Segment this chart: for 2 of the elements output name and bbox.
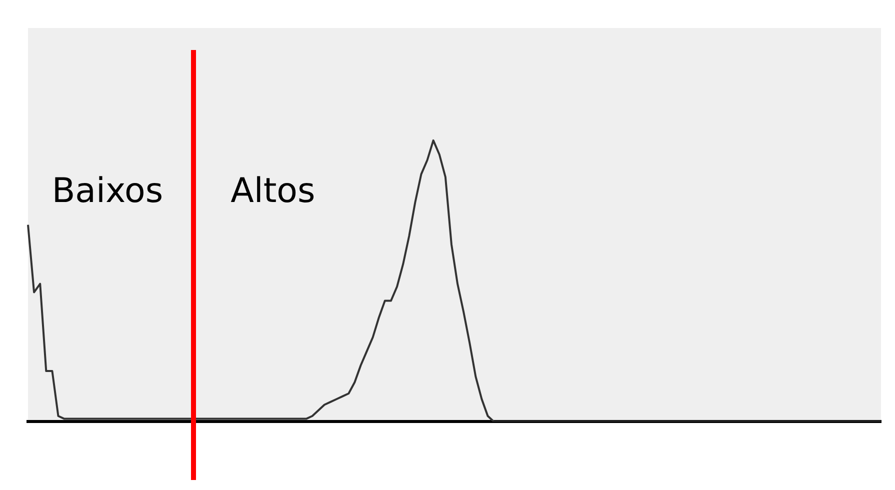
annotation: Baixos: [52, 171, 164, 212]
annotation: Altos: [230, 171, 316, 212]
